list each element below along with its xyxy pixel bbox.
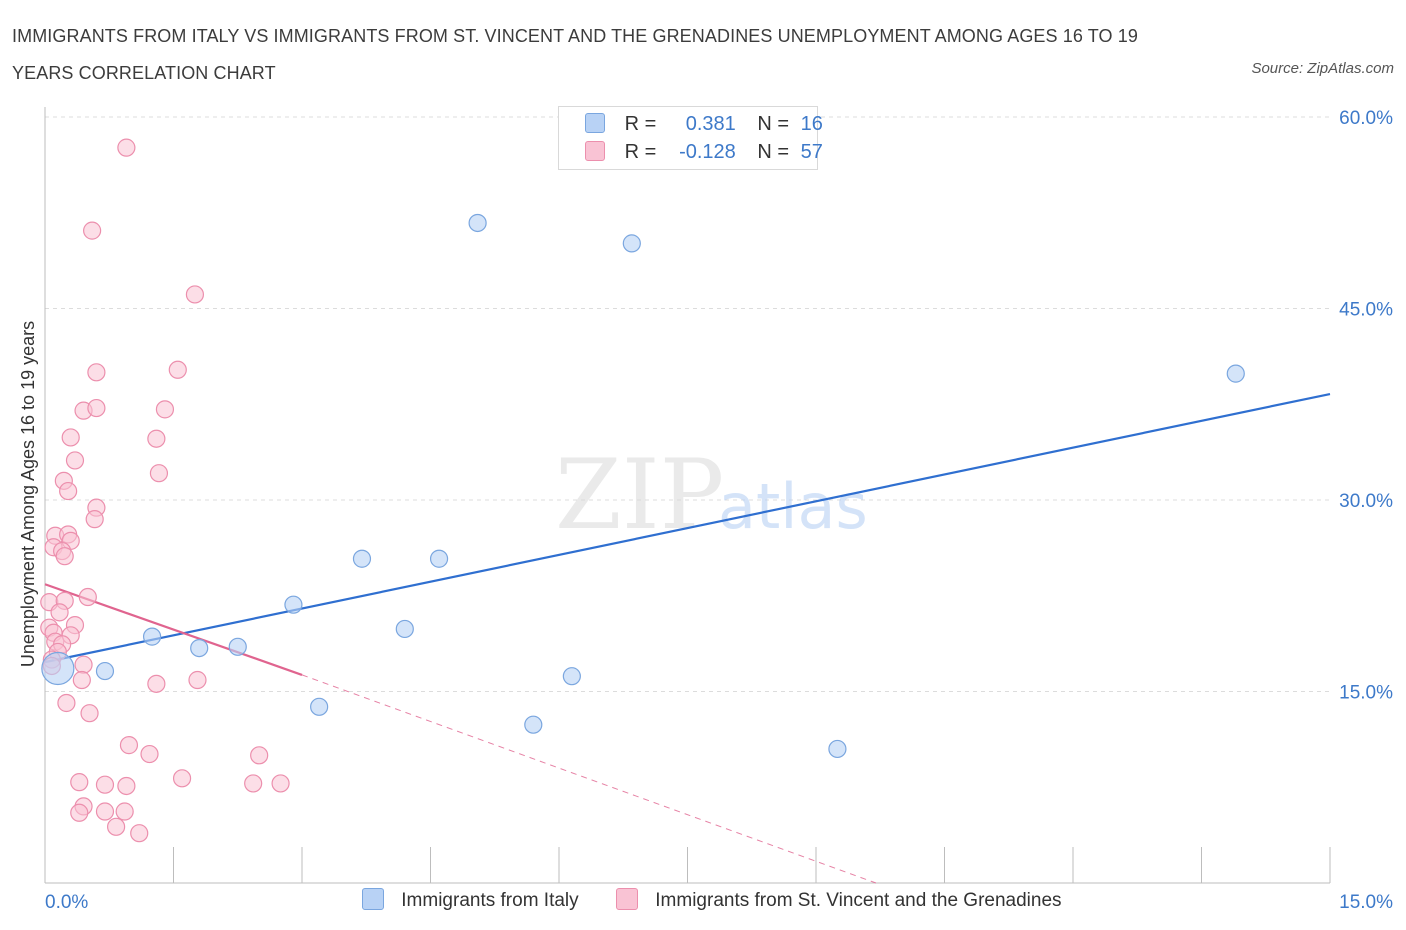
legend-swatch-st-vincent [585,141,605,161]
point-st-vincent [119,736,139,755]
point-italy [41,651,75,686]
point-st-vincent [55,547,74,566]
bottom-legend-swatch-st-vincent [616,888,638,910]
point-st-vincent [87,363,106,382]
point-st-vincent [250,746,269,765]
point-st-vincent [155,400,175,419]
point-st-vincent [188,670,207,690]
point-italy [1226,364,1245,383]
bottom-legend-label-italy: Immigrants from Italy [401,890,579,911]
legend-r-value-st-vincent: -0.128 [679,141,736,163]
point-italy [622,234,641,253]
y-tick-label: 60.0% [1339,108,1393,129]
point-st-vincent [59,481,78,501]
bottom-legend-st-vincent: Immigrants from St. Vincent and the Gren… [616,888,1062,912]
stats-legend: R = 0.381 N = 16 R = -0.128 N = 57 [558,106,823,170]
point-st-vincent [70,773,89,792]
point-st-vincent [147,674,166,693]
point-italy [310,697,329,716]
y-tick-label: 15.0% [1339,683,1393,704]
point-italy [524,715,543,734]
point-st-vincent [95,775,115,794]
legend-n-value-st-vincent: 57 [800,141,823,163]
point-st-vincent [50,603,69,622]
point-st-vincent [72,670,91,690]
x-tick-label: 15.0% [1339,892,1393,913]
point-st-vincent [83,221,102,240]
legend-n-value-italy: 16 [800,113,823,135]
points-italy [41,213,1245,759]
legend-r-value-italy: 0.381 [685,113,736,135]
point-st-vincent [85,510,104,529]
point-italy [228,637,247,656]
y-tick-labels: 15.0% 30.0% 45.0% 60.0% [1339,108,1393,704]
point-st-vincent [117,776,136,796]
source-label: Source: ZipAtlas.com [1251,60,1394,77]
point-italy [352,549,372,568]
point-st-vincent [271,774,290,793]
point-st-vincent [57,693,76,713]
legend-row-st-vincent: R = -0.128 N = 57 [585,141,823,167]
point-st-vincent [172,769,192,788]
point-st-vincent [107,817,126,836]
point-st-vincent [65,451,85,470]
point-italy [395,619,414,639]
point-st-vincent [130,824,149,843]
point-st-vincent [61,428,80,447]
point-st-vincent [74,655,93,674]
y-tick-label: 30.0% [1339,491,1393,512]
point-st-vincent [80,704,99,723]
point-italy [95,661,115,681]
point-st-vincent [244,774,263,793]
y-tick-label: 45.0% [1339,300,1393,321]
point-st-vincent [117,138,136,157]
point-italy [142,627,162,646]
point-st-vincent [115,802,134,821]
legend-r-label: R = [624,141,657,163]
bottom-legend-italy: Immigrants from Italy [362,888,579,912]
point-st-vincent [78,587,97,607]
bottom-legend-swatch-italy [362,888,384,910]
point-italy [284,595,303,614]
point-st-vincent [140,744,159,764]
point-italy [190,638,209,658]
chart-title: IMMIGRANTS FROM ITALY VS IMMIGRANTS FROM… [12,26,1138,83]
point-italy [468,213,487,233]
watermark-zip: ZIP [555,439,724,551]
legend-swatch-italy [585,113,605,133]
legend-n-label: N = [757,141,790,163]
point-italy [429,549,449,568]
point-st-vincent [87,398,106,418]
axes [44,107,1331,884]
point-italy [828,739,847,759]
x-tick-label: 0.0% [45,892,88,913]
trend-line-st-vincent-extension [301,674,877,884]
legend-r-label: R = [624,113,657,135]
point-italy [562,667,581,686]
legend-row-italy: R = 0.381 N = 16 [585,113,823,139]
x-tick-labels: 0.0% 15.0% [45,892,1393,913]
grid-lines [45,116,1330,692]
bottom-legend-label-st-vincent: Immigrants from St. Vincent and the Gren… [655,890,1062,911]
point-st-vincent [147,429,166,448]
points-st-vincent [40,138,290,843]
point-st-vincent [95,802,115,821]
point-st-vincent [168,360,187,379]
trend-line-italy [44,392,1331,664]
point-st-vincent [70,803,89,822]
point-st-vincent [185,285,205,304]
legend-n-label: N = [757,113,790,135]
point-st-vincent [149,464,169,483]
y-axis-label: Unemployment Among Ages 16 to 19 years [18,321,38,667]
